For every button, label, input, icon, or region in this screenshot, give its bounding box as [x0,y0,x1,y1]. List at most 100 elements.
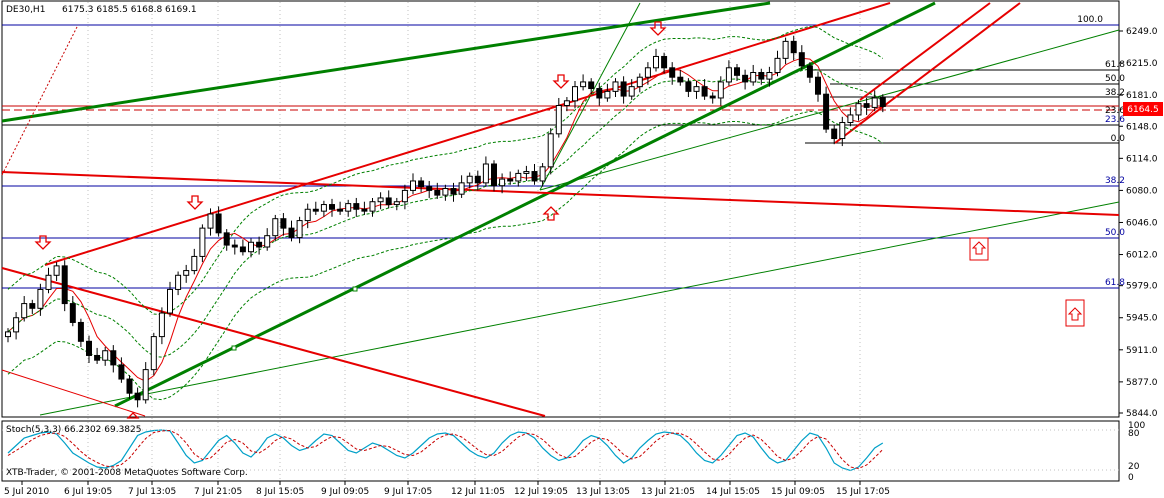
red-short-channel-lower [834,2,1021,144]
candle-body [29,303,36,309]
up-arrow-icon [542,206,560,221]
candle-body [5,331,11,338]
red-down-channel [1,267,546,417]
candle-body [248,241,254,253]
candle-body [474,175,481,184]
candle-body [661,55,668,69]
stoch-main-line [7,429,884,472]
time-tick-label: 12 Jul 11:05 [451,487,505,497]
candle-body [523,171,530,174]
price-tick-label: 6215.0 [1126,59,1158,69]
down-arrow-icon [34,235,52,250]
candle-body [239,246,246,253]
candle-body [555,105,562,135]
price-tick-label: 5979.0 [1126,282,1158,292]
candle-body [110,350,117,366]
time-tick-label: 15 Jul 17:05 [836,487,890,497]
price-tick-label: 6012.0 [1126,251,1158,261]
candle-body [450,188,457,195]
fib-main-label: 50.0 [1105,228,1125,238]
candle-body [337,208,344,212]
candle-body [588,81,595,90]
red-short-channel-upper [859,2,991,101]
price-tick-label: 6080.0 [1126,186,1158,196]
candle-body [653,55,659,69]
price-tick-label: 6114.0 [1126,154,1158,164]
up-signal-box [969,237,989,261]
candle-body [410,180,416,191]
candle-body [256,241,263,248]
time-tick-label: 6 Jul 19:05 [64,487,112,497]
candle-body [693,86,700,92]
candle-body [628,86,635,97]
symbol-label: DE30,H1 [6,5,45,15]
time-axis[interactable]: 5 Jul 2010 6 Jul 19:05 7 Jul 13:05 7 Jul 21… [4,481,890,497]
candle-body [21,303,28,319]
green-upper-trendline [1,1,771,123]
candle-body [304,208,311,222]
candle-body [823,93,830,130]
candle-body [353,203,360,210]
time-tick-label: 9 Jul 09:05 [321,487,369,497]
candle-body [118,364,125,380]
time-tick-label: 15 Jul 09:05 [771,487,825,497]
time-tick-label: 12 Jul 19:05 [514,487,568,497]
candle-body [636,76,643,88]
candle-body [361,208,368,212]
candle-body [685,81,692,92]
candle-body [312,208,319,212]
watermark: XTB-Trader, © 2001-2008 MetaQuotes Softw… [6,468,248,478]
current-price-marker: 6164.5 [1123,102,1163,116]
candle-body [547,133,554,168]
candle-body [442,188,449,196]
time-tick-label: 13 Jul 13:05 [576,487,630,497]
price-tick-label: 5911.0 [1126,346,1158,356]
candle-body [426,186,433,191]
candle-body [677,76,684,83]
candle-body [507,178,514,182]
candle-body [879,97,886,107]
candle-body [717,81,724,99]
price-tick-label: 6181.0 [1126,91,1158,101]
candle-body [37,288,44,309]
candle-body [183,270,190,276]
time-tick-label: 9 Jul 17:05 [384,487,432,497]
candle-body [863,103,870,108]
candle-body [86,340,92,356]
fib-top-label: 50.0 [1105,74,1125,84]
candle-body [871,97,878,108]
candle-body [831,128,838,140]
candle-body [572,86,578,102]
candle-body [806,65,813,78]
signal-boxes [969,237,1085,327]
candle-body [669,67,676,78]
candle-body [272,218,279,237]
candle-body [102,350,109,361]
fib-labels-main: 23.6 38.2 50.0 61.8 [1105,115,1125,288]
candle-body [539,166,546,182]
fib-top-label: 23.6 [1105,106,1125,116]
down-arrow-icon [186,195,204,210]
candle-body [61,265,68,305]
candle-body [531,171,538,182]
time-tick-label: 8 Jul 15:05 [256,487,304,497]
candle-body [847,114,854,123]
red-falling-line [1,171,1120,216]
fib-top-label: 38.2 [1105,88,1125,98]
green-main-trendline [114,1,936,408]
green-thin-trendline-2 [539,29,1120,191]
band-upper [7,25,884,316]
candle-body [13,317,20,333]
candle-body [418,180,425,188]
candle-body [839,121,846,140]
candle-body [790,40,797,54]
down-arrow-icon [649,21,667,36]
time-tick-label: 13 Jul 21:05 [641,487,695,497]
stoch-signal-line [7,429,884,470]
candle-body [499,178,506,187]
fib-top-label: 0.0 [1111,134,1126,144]
candle-body [782,40,789,59]
candle-body [288,227,295,239]
price-axis[interactable]: 6249.0 6215.0 6181.0 6148.0 6114.0 6080.0 6046… [1119,27,1158,419]
